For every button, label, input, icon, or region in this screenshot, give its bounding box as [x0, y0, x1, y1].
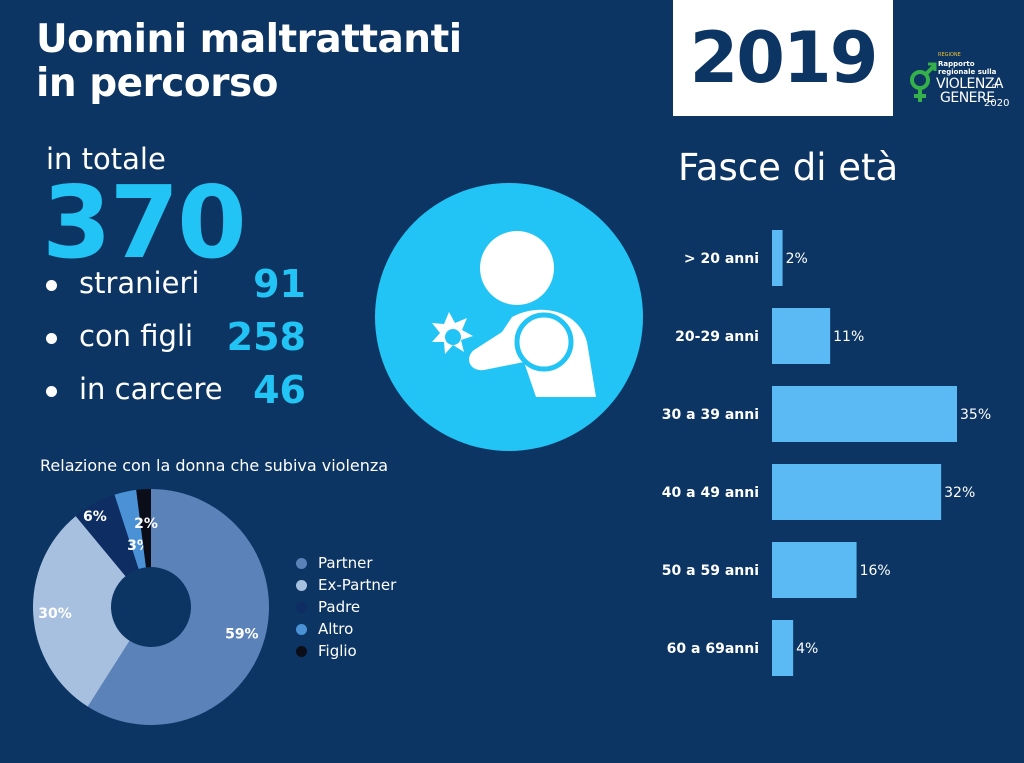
stat-label: stranieri — [79, 266, 200, 300]
stat-value: 46 — [253, 368, 306, 412]
age-category-label: 50 a 59 anni — [662, 563, 759, 579]
donut-slice — [136, 489, 151, 568]
legend-label: Partner — [318, 554, 373, 572]
legend-swatch — [296, 602, 307, 613]
legend-swatch — [296, 558, 307, 569]
stat-row-con-figli: con figli 258 — [46, 315, 306, 359]
logo-di: di — [992, 82, 999, 90]
logo-line3: GENERE — [940, 90, 995, 106]
stat-row-stranieri: stranieri 91 — [46, 262, 306, 306]
stat-row-in-carcere: in carcere 46 — [46, 368, 306, 412]
page-title-line1: Uomini maltrattanti — [36, 17, 462, 62]
donut-slice — [32, 516, 130, 707]
donut-value-label: 2% — [134, 516, 158, 532]
legend-label: Ex-Partner — [318, 576, 397, 594]
total-value: 370 — [42, 164, 247, 281]
bullet-icon — [46, 333, 57, 344]
relation-donut-chart: 59%30%6%3%2% — [32, 489, 270, 725]
age-bar-chart: > 20 anni 2% 20-29 anni 11% 30 a 39 anni 35% 4… — [662, 230, 991, 676]
donut-value-label: 30% — [38, 606, 72, 622]
logo-region: REGIONE — [938, 52, 961, 58]
age-bar — [772, 386, 957, 442]
donut-slice — [87, 489, 270, 725]
donut-chart-title: Relazione con la donna che subiva violen… — [40, 456, 389, 475]
legend-label: Padre — [318, 598, 361, 616]
age-category-label: 60 a 69anni — [667, 641, 759, 657]
donut-value-label: 59% — [225, 626, 259, 642]
age-category-label: 40 a 49 anni — [662, 485, 759, 501]
legend-item: Altro — [296, 619, 436, 641]
stat-label: con figli — [79, 319, 194, 353]
bullet-icon — [46, 280, 57, 291]
legend-swatch — [296, 580, 307, 591]
legend-swatch — [296, 624, 307, 635]
age-bar — [772, 230, 783, 286]
legend-item: Figlio — [296, 641, 436, 663]
age-value-label: 2% — [786, 251, 808, 267]
age-value-label: 32% — [944, 485, 975, 501]
age-category-label: > 20 anni — [684, 251, 759, 267]
age-value-label: 4% — [796, 641, 818, 657]
age-bar — [772, 542, 857, 598]
stat-value: 91 — [253, 262, 306, 306]
legend-swatch — [296, 646, 307, 657]
donut-slice — [75, 494, 139, 577]
age-chart-title: Fasce di età — [678, 146, 899, 189]
age-category-label: 30 a 39 anni — [662, 407, 759, 423]
page-title: Uomini maltrattanti in percorso — [36, 18, 556, 106]
legend-label: Figlio — [318, 642, 357, 660]
legend-item: Ex-Partner — [296, 575, 436, 597]
legend-label: Altro — [318, 620, 354, 638]
age-value-label: 11% — [833, 329, 864, 345]
legend-item: Padre — [296, 597, 436, 619]
year-label: 2019 — [689, 17, 879, 99]
donut-value-label: 6% — [83, 509, 107, 525]
stat-value: 258 — [226, 315, 306, 359]
age-bar — [772, 464, 942, 520]
donut-slice — [114, 489, 146, 569]
logo-line2: VIOLENZA — [936, 76, 1004, 92]
report-logo: REGIONE Rapporto regionale sulla VIOLENZ… — [906, 52, 1018, 118]
age-category-label: 20-29 anni — [675, 329, 759, 345]
page-title-line2: in percorso — [36, 61, 278, 106]
year-box: 2019 — [673, 0, 893, 116]
age-value-label: 16% — [860, 563, 891, 579]
logo-year: 2020 — [984, 98, 1010, 109]
man-punching-icon — [375, 183, 643, 451]
age-bar — [772, 620, 794, 676]
gender-symbols-icon — [910, 62, 937, 102]
logo-line1: Rapporto regionale sulla — [938, 60, 997, 76]
age-value-label: 35% — [960, 407, 991, 423]
total-label: in totale — [46, 142, 166, 176]
stat-label: in carcere — [79, 372, 223, 406]
bullet-icon — [46, 386, 57, 397]
donut-legend: Partner Ex-Partner Padre Altro Figlio — [296, 553, 436, 663]
legend-item: Partner — [296, 553, 436, 575]
age-bar — [772, 308, 831, 364]
